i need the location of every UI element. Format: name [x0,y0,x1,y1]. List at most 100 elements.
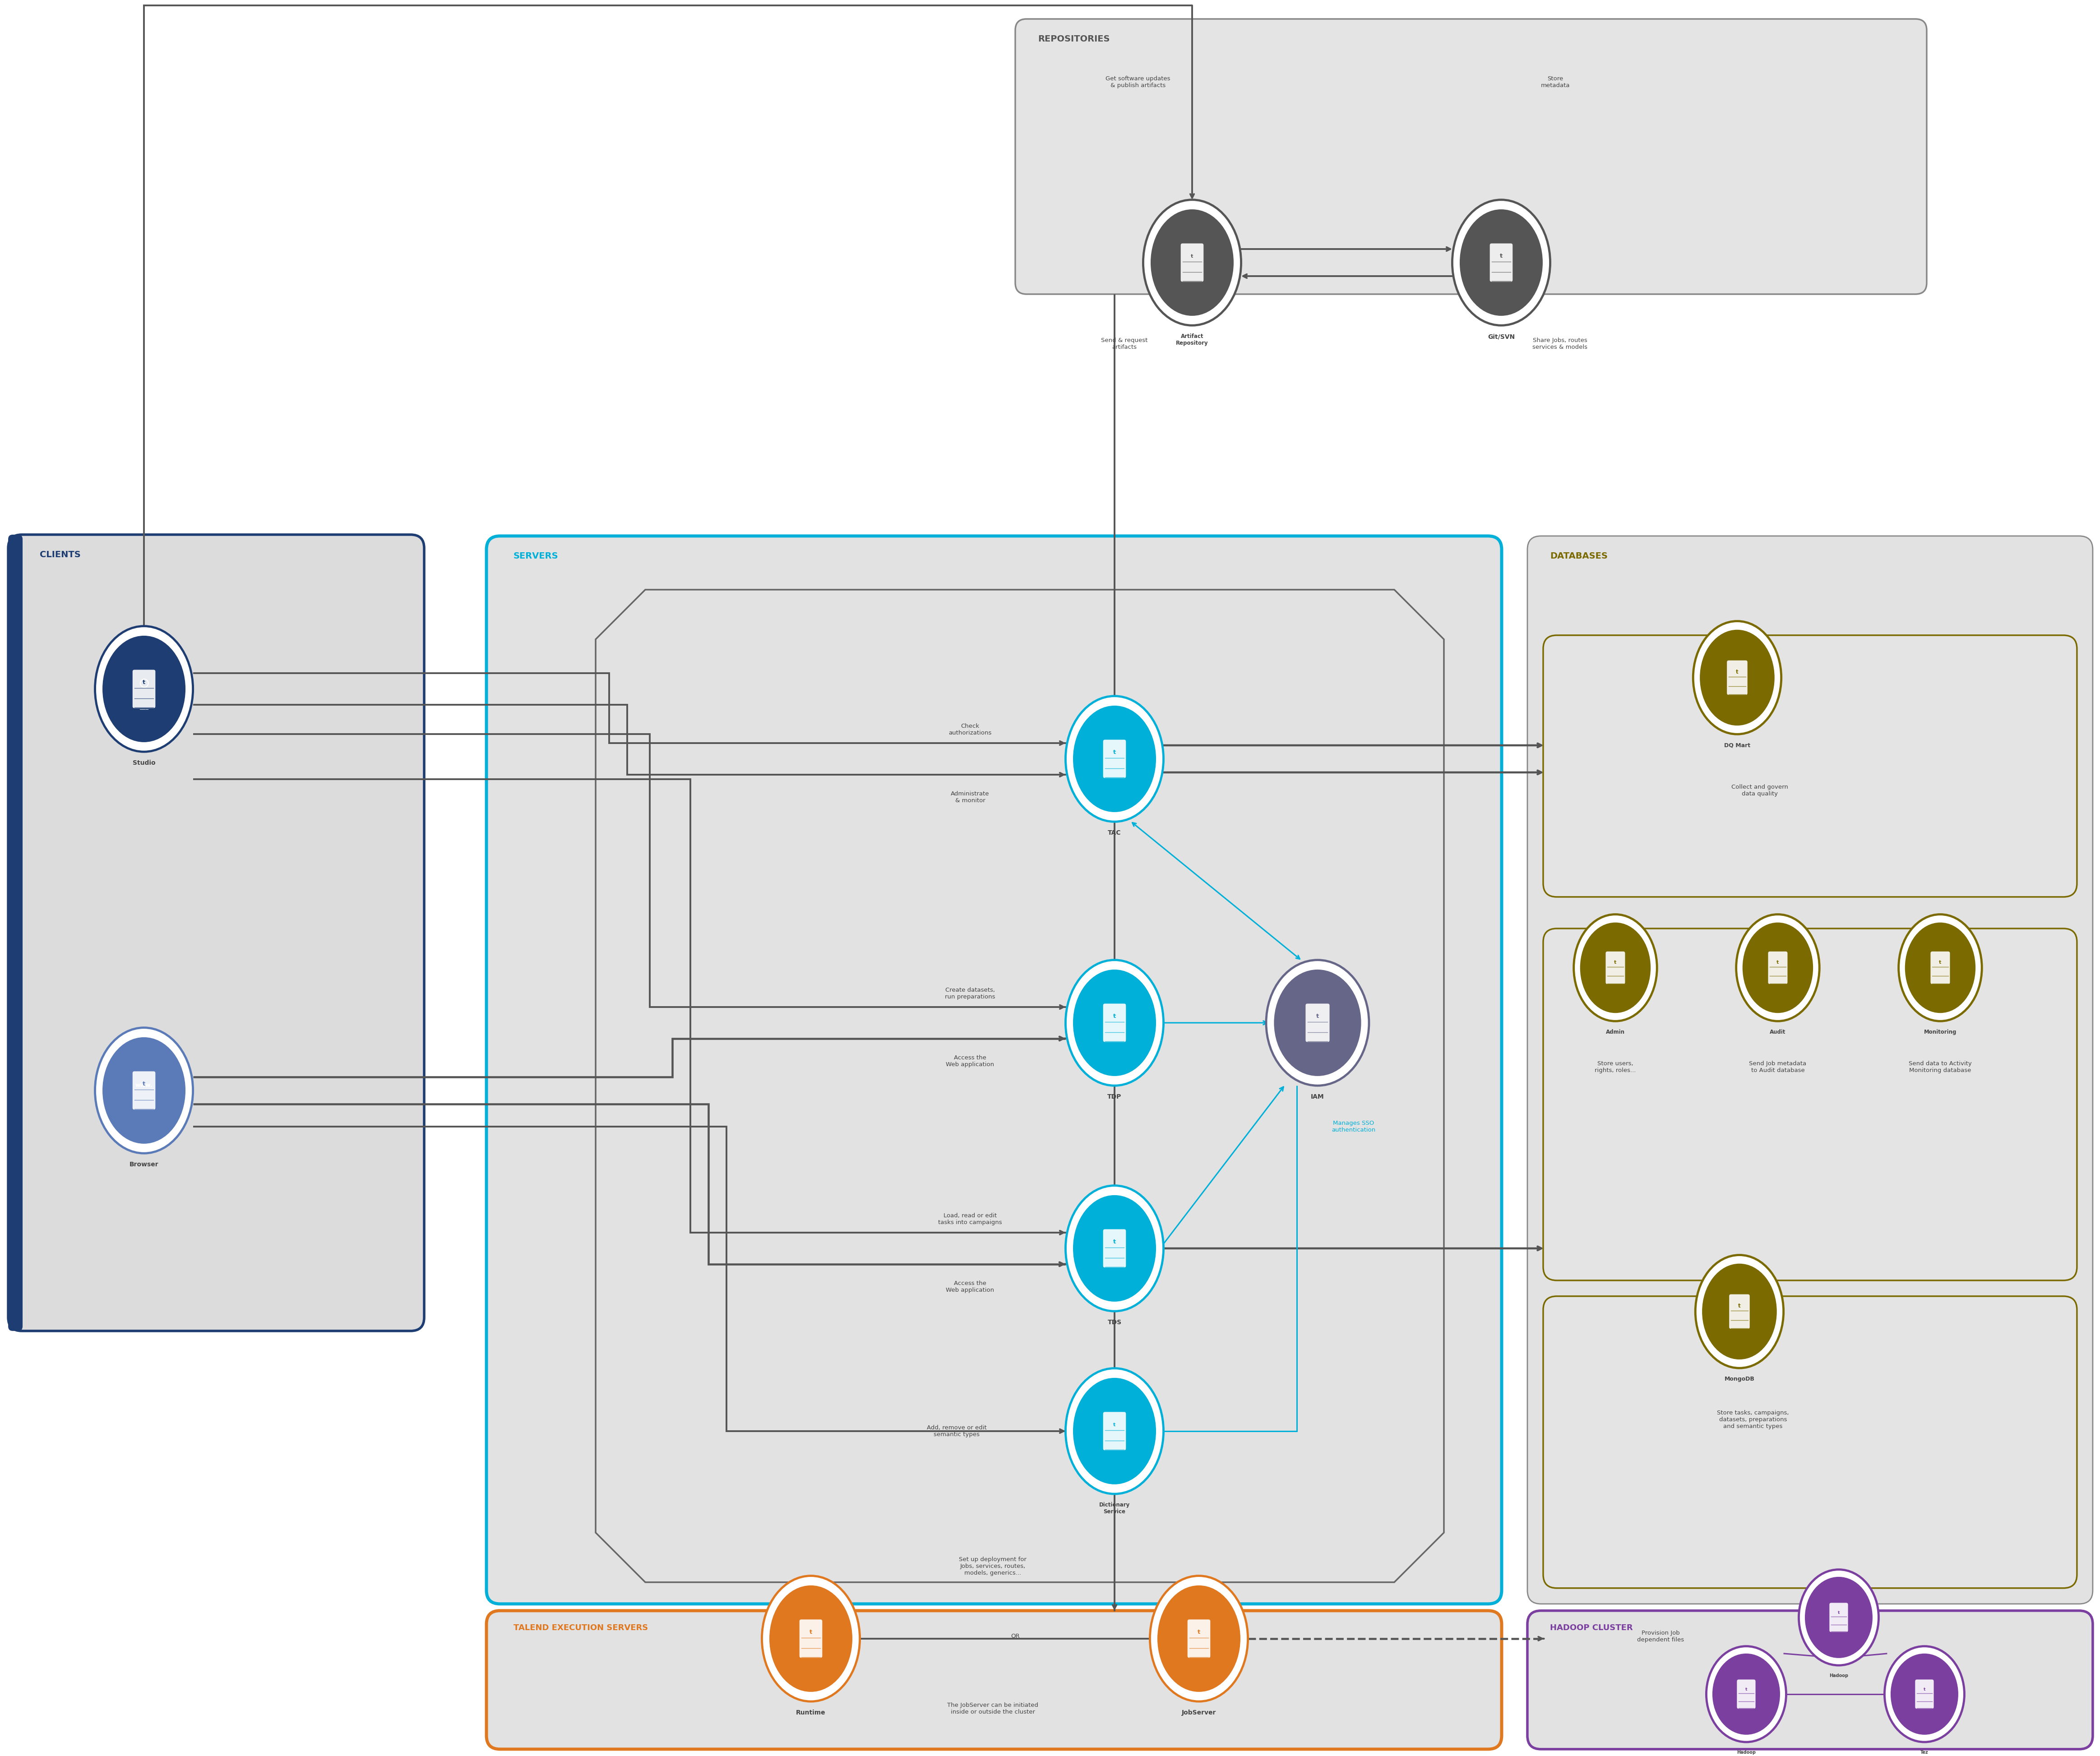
Ellipse shape [1073,1196,1155,1301]
Ellipse shape [1693,622,1781,734]
FancyBboxPatch shape [1544,1296,2077,1587]
Text: DATABASES: DATABASES [1550,551,1609,560]
Ellipse shape [1266,961,1369,1085]
Ellipse shape [1800,1570,1880,1665]
Text: Provision Job
dependent files: Provision Job dependent files [1638,1630,1684,1642]
FancyBboxPatch shape [1544,636,2077,897]
Text: Admin: Admin [1606,1029,1625,1034]
Text: TALEND EXECUTION SERVERS: TALEND EXECUTION SERVERS [514,1624,649,1631]
Text: Load, read or edit
tasks into campaigns: Load, read or edit tasks into campaigns [939,1213,1002,1226]
Text: ⊙: ⊙ [139,678,149,690]
Text: Manages SSO
authentication: Manages SSO authentication [1331,1120,1376,1133]
Text: Browser: Browser [130,1161,160,1168]
Text: Runtime: Runtime [796,1710,825,1716]
Text: Access the
Web application: Access the Web application [945,1280,993,1292]
Ellipse shape [1073,706,1155,811]
Text: REPOSITORIES: REPOSITORIES [1037,35,1109,44]
FancyBboxPatch shape [1737,1679,1756,1709]
Ellipse shape [769,1586,853,1691]
FancyBboxPatch shape [1527,1610,2094,1749]
Ellipse shape [94,627,193,752]
Text: t: t [1739,1303,1741,1308]
Ellipse shape [1695,1256,1783,1368]
FancyBboxPatch shape [1102,1004,1126,1041]
Text: t: t [1191,255,1193,258]
Text: Collect and govern
data quality: Collect and govern data quality [1730,785,1787,797]
Text: Create datasets,
run preparations: Create datasets, run preparations [945,987,995,999]
Ellipse shape [1804,1577,1873,1658]
FancyBboxPatch shape [1829,1603,1848,1631]
FancyBboxPatch shape [1186,1619,1210,1658]
Ellipse shape [1703,1264,1777,1359]
Text: JobServer: JobServer [1182,1710,1216,1716]
Text: t: t [143,680,145,685]
Text: t: t [1938,961,1940,964]
Ellipse shape [1275,969,1361,1076]
Ellipse shape [1151,209,1233,316]
Text: Store
metadata: Store metadata [1541,76,1571,88]
FancyBboxPatch shape [132,1071,155,1110]
FancyBboxPatch shape [1728,1294,1749,1329]
FancyBboxPatch shape [8,534,23,1331]
Text: Dictionary
Service: Dictionary Service [1098,1501,1130,1515]
Text: DQ Mart: DQ Mart [1724,743,1749,748]
Text: Administrate
& monitor: Administrate & monitor [951,790,989,804]
FancyBboxPatch shape [487,1610,1502,1749]
Ellipse shape [762,1575,859,1702]
FancyBboxPatch shape [1606,952,1625,983]
Text: SERVERS: SERVERS [514,551,559,560]
FancyBboxPatch shape [1102,1229,1126,1268]
Ellipse shape [1573,915,1657,1022]
FancyBboxPatch shape [1102,739,1126,778]
FancyBboxPatch shape [1915,1679,1934,1709]
Ellipse shape [1142,200,1241,325]
FancyBboxPatch shape [1768,952,1787,983]
Text: IAM: IAM [1310,1094,1325,1099]
Text: Studio: Studio [132,760,155,766]
Text: Check
authorizations: Check authorizations [949,723,991,736]
FancyBboxPatch shape [1014,19,1926,295]
Ellipse shape [1890,1654,1959,1735]
Text: OR: OR [1010,1633,1021,1640]
FancyBboxPatch shape [1306,1004,1329,1041]
Ellipse shape [103,1038,185,1143]
Ellipse shape [1073,1378,1155,1484]
Text: t: t [1777,961,1779,964]
Text: TDP: TDP [1107,1094,1121,1099]
Ellipse shape [1453,200,1550,325]
FancyBboxPatch shape [8,534,424,1331]
Text: t: t [1615,961,1617,964]
Text: t: t [1113,1013,1115,1018]
Ellipse shape [1157,1586,1241,1691]
FancyBboxPatch shape [1930,952,1951,983]
Text: TDS: TDS [1107,1319,1121,1326]
Ellipse shape [103,636,185,743]
Ellipse shape [1065,695,1163,822]
FancyBboxPatch shape [1527,536,2094,1603]
Text: t: t [1499,253,1504,260]
Text: Send data to Activity
Monitoring database: Send data to Activity Monitoring databas… [1909,1061,1972,1073]
Text: Store users,
rights, roles...: Store users, rights, roles... [1594,1061,1636,1073]
Ellipse shape [1737,915,1819,1022]
Text: Access the
Web application: Access the Web application [945,1055,993,1068]
Text: Send Job metadata
to Audit database: Send Job metadata to Audit database [1749,1061,1806,1073]
Ellipse shape [94,1027,193,1154]
Ellipse shape [1065,961,1163,1085]
Ellipse shape [1884,1645,1964,1742]
FancyBboxPatch shape [800,1619,823,1658]
Text: t: t [1113,1240,1115,1245]
Text: The JobServer can be initiated
inside or outside the cluster: The JobServer can be initiated inside or… [947,1702,1037,1716]
Ellipse shape [1707,1645,1787,1742]
Ellipse shape [1065,1368,1163,1494]
FancyBboxPatch shape [1180,244,1203,281]
Text: Send & request
artifacts: Send & request artifacts [1100,337,1149,349]
Text: Hadoop: Hadoop [1737,1751,1756,1754]
Text: Get software updates
& publish artifacts: Get software updates & publish artifacts [1105,76,1170,88]
Text: t: t [143,1082,145,1087]
Text: t: t [808,1630,813,1635]
Text: ───: ─── [139,708,149,711]
Ellipse shape [1898,915,1982,1022]
Ellipse shape [1073,969,1155,1076]
Text: t: t [1737,669,1739,674]
FancyBboxPatch shape [1489,244,1512,281]
